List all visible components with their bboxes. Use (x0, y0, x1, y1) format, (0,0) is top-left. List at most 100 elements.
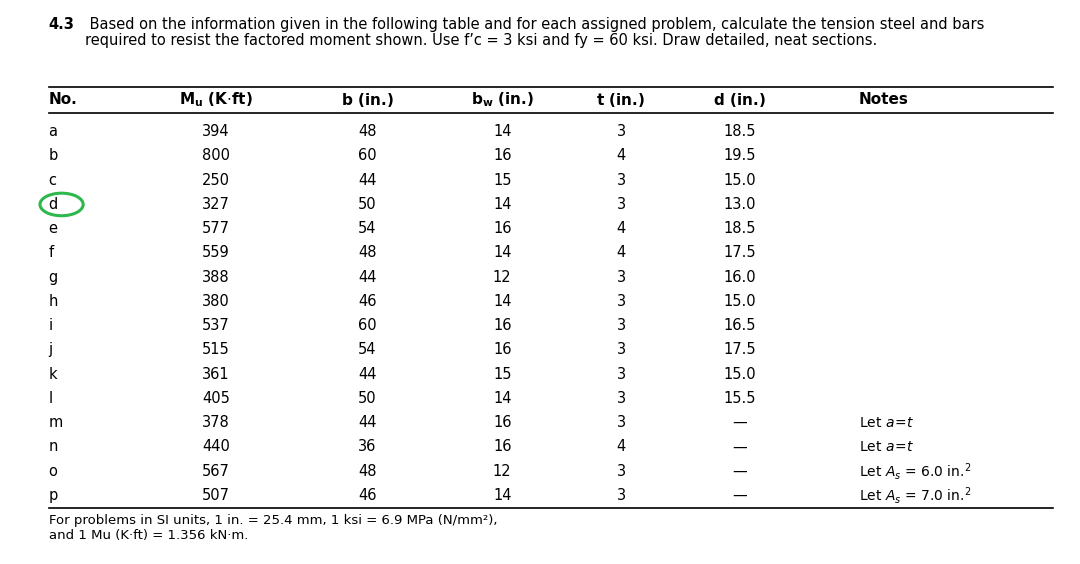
Text: 14: 14 (492, 391, 512, 406)
Text: Based on the information given in the following table and for each assigned prob: Based on the information given in the fo… (85, 17, 985, 32)
Text: 48: 48 (357, 245, 377, 261)
Text: 15.0: 15.0 (724, 294, 756, 309)
Text: Let $A_s$ = 6.0 in.$^2$: Let $A_s$ = 6.0 in.$^2$ (859, 461, 971, 482)
Text: 4.3: 4.3 (49, 17, 75, 32)
Text: 3: 3 (617, 367, 625, 382)
Text: 800: 800 (202, 148, 230, 164)
Text: m: m (49, 415, 63, 430)
Text: —: — (732, 488, 747, 503)
Text: 46: 46 (357, 294, 377, 309)
Text: and 1 Mu (K·ft) = 1.356 kN·m.: and 1 Mu (K·ft) = 1.356 kN·m. (49, 529, 248, 542)
Text: 394: 394 (202, 124, 230, 139)
Text: h: h (49, 294, 58, 309)
Text: 3: 3 (617, 342, 625, 358)
Text: 17.5: 17.5 (724, 245, 756, 261)
Text: 16: 16 (492, 415, 512, 430)
Text: 361: 361 (202, 367, 230, 382)
Text: 44: 44 (357, 270, 377, 285)
Text: $\mathbf{M_u}$ (K$\cdot$ft): $\mathbf{M_u}$ (K$\cdot$ft) (179, 90, 253, 109)
Text: 54: 54 (357, 342, 377, 358)
Text: 44: 44 (357, 173, 377, 188)
Text: 3: 3 (617, 270, 625, 285)
Text: Let $a\!=\!t$: Let $a\!=\!t$ (859, 440, 914, 454)
Text: 388: 388 (202, 270, 230, 285)
Text: g: g (49, 270, 58, 285)
Text: 15.0: 15.0 (724, 173, 756, 188)
Text: 3: 3 (617, 197, 625, 212)
Text: 60: 60 (357, 318, 377, 333)
Text: 15.5: 15.5 (724, 391, 756, 406)
Text: e: e (49, 221, 57, 236)
Text: 14: 14 (492, 294, 512, 309)
Text: 3: 3 (617, 124, 625, 139)
Text: $\mathbf{b}$ (in.): $\mathbf{b}$ (in.) (341, 91, 393, 109)
Text: 3: 3 (617, 173, 625, 188)
Text: 3: 3 (617, 488, 625, 503)
Text: 4: 4 (617, 148, 625, 164)
Text: 54: 54 (357, 221, 377, 236)
Text: —: — (732, 415, 747, 430)
Text: For problems in SI units, 1 in. = 25.4 mm, 1 ksi = 6.9 MPa (N/mm²),: For problems in SI units, 1 in. = 25.4 m… (49, 514, 497, 527)
Text: 515: 515 (202, 342, 230, 358)
Text: 3: 3 (617, 294, 625, 309)
Text: 16.5: 16.5 (724, 318, 756, 333)
Text: $\mathbf{d}$ (in.): $\mathbf{d}$ (in.) (714, 91, 766, 109)
Text: 559: 559 (202, 245, 230, 261)
Text: 440: 440 (202, 439, 230, 455)
Text: j: j (49, 342, 53, 358)
Text: 17.5: 17.5 (724, 342, 756, 358)
Text: k: k (49, 367, 57, 382)
Text: 46: 46 (357, 488, 377, 503)
Text: 48: 48 (357, 464, 377, 479)
Text: 48: 48 (357, 124, 377, 139)
Text: 378: 378 (202, 415, 230, 430)
Text: 16: 16 (492, 439, 512, 455)
Text: l: l (49, 391, 53, 406)
Text: i: i (49, 318, 53, 333)
Text: 3: 3 (617, 318, 625, 333)
Text: 18.5: 18.5 (724, 221, 756, 236)
Text: 14: 14 (492, 124, 512, 139)
Text: 14: 14 (492, 197, 512, 212)
Text: $\mathbf{b_w}$ (in.): $\mathbf{b_w}$ (in.) (471, 90, 534, 109)
Text: —: — (732, 439, 747, 455)
Text: 15: 15 (492, 173, 512, 188)
Text: $\mathbf{t}$ (in.): $\mathbf{t}$ (in.) (596, 91, 646, 109)
Text: 4: 4 (617, 439, 625, 455)
Text: 16: 16 (492, 318, 512, 333)
Text: 44: 44 (357, 367, 377, 382)
Text: 537: 537 (202, 318, 230, 333)
Text: a: a (49, 124, 57, 139)
Text: 14: 14 (492, 488, 512, 503)
Text: 50: 50 (357, 391, 377, 406)
Text: 507: 507 (202, 488, 230, 503)
Text: 60: 60 (357, 148, 377, 164)
Text: 4: 4 (617, 245, 625, 261)
Text: 327: 327 (202, 197, 230, 212)
Text: Let $a\!=\!t$: Let $a\!=\!t$ (859, 416, 914, 430)
Text: 3: 3 (617, 415, 625, 430)
Text: d: d (49, 197, 58, 212)
Text: 250: 250 (202, 173, 230, 188)
Text: 4: 4 (617, 221, 625, 236)
Text: 3: 3 (617, 464, 625, 479)
Text: 16: 16 (492, 148, 512, 164)
Text: Notes: Notes (859, 92, 908, 107)
Text: 405: 405 (202, 391, 230, 406)
Text: 36: 36 (357, 439, 377, 455)
Text: 13.0: 13.0 (724, 197, 756, 212)
Text: 16: 16 (492, 342, 512, 358)
Text: 44: 44 (357, 415, 377, 430)
Text: b: b (49, 148, 58, 164)
Text: 12: 12 (492, 464, 512, 479)
Text: Let $A_s$ = 7.0 in.$^2$: Let $A_s$ = 7.0 in.$^2$ (859, 485, 971, 506)
Text: 15.0: 15.0 (724, 367, 756, 382)
Text: 18.5: 18.5 (724, 124, 756, 139)
Text: f: f (49, 245, 54, 261)
Text: 3: 3 (617, 391, 625, 406)
Text: required to resist the factored moment shown. Use f’c = 3 ksi and fy = 60 ksi. D: required to resist the factored moment s… (85, 33, 878, 48)
Text: 15: 15 (492, 367, 512, 382)
Text: 577: 577 (202, 221, 230, 236)
Text: n: n (49, 439, 58, 455)
Text: p: p (49, 488, 58, 503)
